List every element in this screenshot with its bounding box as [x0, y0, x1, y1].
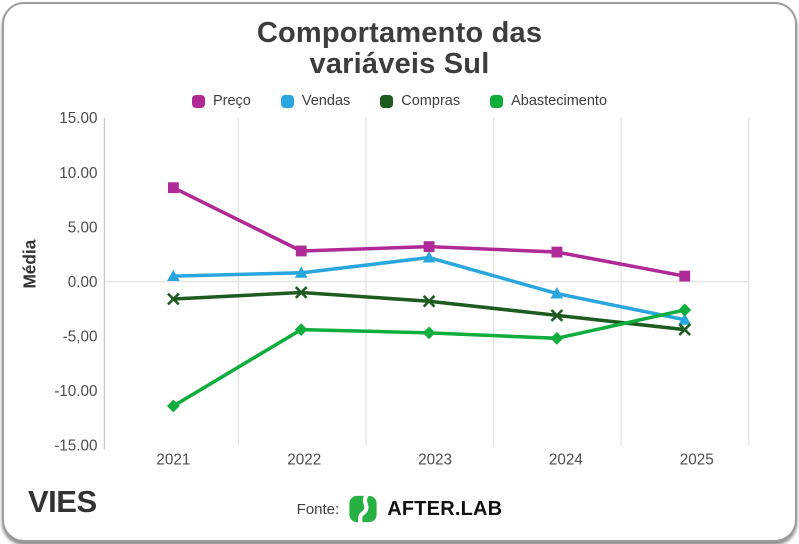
- legend-label: Preço: [212, 93, 251, 109]
- legend-swatch-compras: [380, 94, 394, 108]
- legend-item-compras: Compras: [380, 93, 460, 109]
- chart-legend: Preço Vendas Compras Abastecimento: [4, 93, 795, 109]
- series-vendas: [166, 251, 692, 325]
- y-tick-label: 15.00: [59, 110, 97, 127]
- x-tick-label: 2025: [680, 452, 714, 469]
- series-compras: [167, 286, 692, 336]
- legend-item-abastecimento: Abastecimento: [490, 93, 607, 109]
- y-axis-ticks: 15.00 10.00 5.00 0.00 -5,00 -10.00 -15.00: [54, 110, 97, 455]
- legend-swatch-abastecimento: [490, 94, 504, 108]
- y-tick-label: 10.00: [59, 165, 97, 182]
- x-tick-label: 2021: [156, 452, 190, 469]
- x-tick-label: 2024: [549, 452, 583, 469]
- legend-label: Vendas: [301, 93, 351, 109]
- legend-swatch-vendas: [280, 94, 294, 108]
- series-preco: [167, 182, 691, 282]
- legend-swatch-preco: [191, 94, 205, 108]
- series-line-preco: [171, 185, 687, 278]
- y-tick-label: -10.00: [54, 383, 97, 400]
- x-tick-label: 2023: [418, 452, 452, 469]
- y-tick-label: -5,00: [63, 329, 98, 346]
- y-tick-label: 0.00: [68, 274, 98, 291]
- chart-title: Comportamento das variáveis Sul: [256, 17, 543, 81]
- legend-label: Compras: [401, 93, 461, 109]
- source-row: Fonte: AFTER.LAB: [4, 494, 795, 524]
- series-line-abastecimento: [171, 308, 687, 408]
- vies-logo: VIES: [28, 484, 97, 519]
- source-name: AFTER.LAB: [387, 497, 503, 520]
- y-tick-label: 5.00: [68, 219, 98, 236]
- source-label: Fonte:: [296, 500, 340, 518]
- x-tick-label: 2022: [287, 452, 321, 469]
- legend-item-preco: Preço: [191, 93, 251, 109]
- legend-label: Abastecimento: [511, 93, 608, 109]
- y-tick-label: -15.00: [54, 438, 97, 455]
- series-line-compras: [171, 290, 687, 332]
- series-line-vendas: [171, 255, 687, 322]
- series-abastecimento: [166, 303, 692, 413]
- y-axis-title: Média: [19, 239, 39, 288]
- x-axis-ticks: 2021 2022 2023 2024 2025: [156, 452, 713, 469]
- afterlab-logo-icon: [349, 494, 377, 524]
- legend-item-vendas: Vendas: [280, 93, 351, 109]
